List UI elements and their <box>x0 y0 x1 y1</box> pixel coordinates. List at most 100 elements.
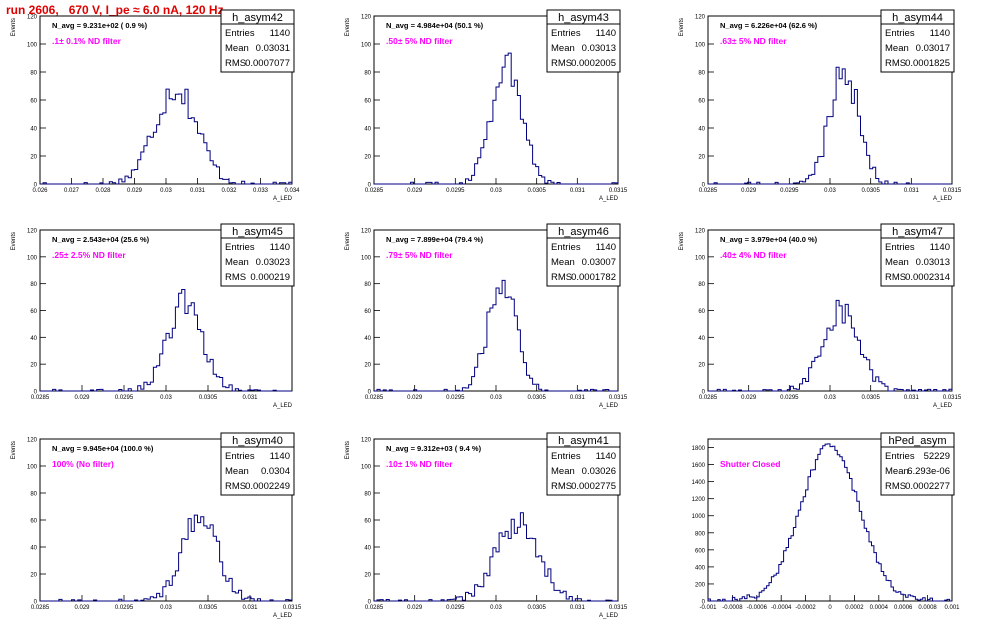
filter-annotation: 100% (No filter) <box>52 459 114 469</box>
x-axis-label: A_LED <box>273 613 293 619</box>
y-tick-label: 0 <box>702 390 706 396</box>
histogram-line <box>40 514 293 602</box>
rms-label: RMS <box>551 272 572 283</box>
x-tick-label: 0.0295 <box>780 188 799 194</box>
x-tick-label: 0.0305 <box>199 605 218 611</box>
x-tick-label: 0.0006 <box>894 605 913 611</box>
entries-value: 1140 <box>596 451 616 462</box>
y-tick-label: 60 <box>30 309 37 315</box>
y-tick-label: 1800 <box>692 446 706 452</box>
y-tick-label: 20 <box>30 155 37 161</box>
mean-label: Mean <box>225 257 249 268</box>
histogram-panel-h_asym44: 0 20 40 60 80 100 120 0.0285 0.029 0.0295 0.03 0.03… <box>679 9 962 202</box>
x-tick-label: 0.03 <box>490 188 502 194</box>
x-tick-label: 0.03 <box>824 188 836 194</box>
stats-box-frame <box>546 223 621 287</box>
y-tick-label: 100 <box>361 43 372 49</box>
run-title: run 2606, 670 V, I_pe ≈ 6.0 nA, 120 Hz <box>6 3 224 17</box>
x-tick-label: 0.0004 <box>870 605 889 611</box>
entries-value: 1140 <box>596 28 616 39</box>
rms-value: 0.0001825 <box>905 58 950 69</box>
y-tick-label: 100 <box>27 465 38 471</box>
y-tick-label: 120 <box>695 229 706 235</box>
rms-value: 0.0002249 <box>245 481 290 492</box>
stats-box: h_asym44 Entries Mean RMS 1140 0.03017 0.00018… <box>880 9 955 73</box>
y-tick-label: 600 <box>695 548 706 554</box>
x-tick-label: 0 <box>828 605 832 611</box>
entries-value: 1140 <box>596 242 616 253</box>
histogram-line <box>708 66 952 185</box>
x-tick-label: 0.0305 <box>527 605 546 611</box>
entries-label: Entries <box>551 451 581 462</box>
y-tick-label: 1400 <box>692 480 706 486</box>
x-axis-label: A_LED <box>933 403 953 409</box>
x-tick-label: 0.03 <box>160 188 172 194</box>
mean-value: 0.03013 <box>916 257 950 268</box>
rms-value: 0.0001782 <box>571 272 616 283</box>
stats-box: h_asym40 Entries Mean RMS 1140 0.0304 0.000224… <box>220 432 295 496</box>
x-tick-label: -0.0008 <box>722 605 743 611</box>
x-tick-label: 0.0285 <box>365 605 384 611</box>
y-tick-label: 0 <box>34 183 38 189</box>
mean-label: Mean <box>551 466 575 477</box>
x-tick-label: 0.029 <box>741 395 757 401</box>
rms-label: RMS <box>885 58 906 69</box>
rms-value: 0.0007077 <box>245 58 290 69</box>
y-tick-label: 120 <box>27 229 38 235</box>
hist-name: h_asym47 <box>892 226 943 238</box>
y-tick-label: 0 <box>34 390 38 396</box>
mean-label: Mean <box>551 43 575 54</box>
y-tick-label: 120 <box>695 15 706 21</box>
y-tick-label: 20 <box>698 155 705 161</box>
y-tick-label: 100 <box>361 255 372 261</box>
y-tick-label: 40 <box>698 336 705 342</box>
x-tick-label: 0.0295 <box>446 605 465 611</box>
x-tick-label: 0.0285 <box>365 395 384 401</box>
rms-label: RMS <box>885 481 906 492</box>
entries-label: Entries <box>551 242 581 253</box>
x-tick-label: 0.029 <box>407 188 423 194</box>
y-tick-label: 60 <box>364 519 371 525</box>
stats-box: h_asym41 Entries Mean RMS 1140 0.03026 0.00027… <box>546 432 621 496</box>
y-tick-label: 20 <box>364 155 371 161</box>
entries-value: 1140 <box>270 451 290 462</box>
mean-value: 6.293e-06 <box>907 466 950 477</box>
x-tick-label: 0.031 <box>242 395 258 401</box>
x-tick-label: 0.029 <box>74 605 90 611</box>
hist-name: hPed_asym <box>888 435 946 447</box>
navg-annotation: N_avg = 4.984e+04 (50.1 %) <box>386 21 484 30</box>
x-tick-label: 0.029 <box>407 605 423 611</box>
x-tick-label: 0.0305 <box>861 395 880 401</box>
rms-label: RMS <box>551 58 572 69</box>
x-tick-label: 0.0305 <box>199 395 218 401</box>
x-tick-label: 0.031 <box>570 188 586 194</box>
y-tick-label: 1200 <box>692 497 706 503</box>
entries-label: Entries <box>885 28 915 39</box>
y-axis-label: Events <box>679 18 685 36</box>
rms-label: RMS <box>551 481 572 492</box>
x-tick-label: 0.029 <box>407 395 423 401</box>
stats-box-frame <box>220 223 295 287</box>
entries-value: 1140 <box>930 242 950 253</box>
x-tick-label: 0.0315 <box>943 188 962 194</box>
mean-value: 0.03026 <box>582 466 616 477</box>
x-tick-label: 0.03 <box>490 395 502 401</box>
y-axis-label: Events <box>345 18 351 36</box>
y-tick-label: 60 <box>364 309 371 315</box>
x-tick-label: 0.031 <box>570 605 586 611</box>
y-tick-label: 40 <box>698 127 705 133</box>
rms-label: RMS <box>225 481 246 492</box>
navg-annotation: N_avg = 6.226e+04 (62.6 %) <box>720 21 818 30</box>
x-tick-label: 0.031 <box>570 395 586 401</box>
y-tick-label: 120 <box>27 438 38 444</box>
stats-box-frame <box>546 9 621 73</box>
y-tick-label: 80 <box>698 282 705 288</box>
y-tick-label: 40 <box>30 336 37 342</box>
filter-annotation: .25± 2.5% ND filter <box>52 250 126 260</box>
y-axis-label: Events <box>345 441 351 459</box>
y-tick-label: 100 <box>361 465 372 471</box>
filter-annotation: .1± 0.1% ND filter <box>52 36 122 46</box>
x-tick-label: 0.031 <box>190 188 206 194</box>
x-axis-label: A_LED <box>599 613 619 619</box>
histogram-line <box>374 512 618 602</box>
